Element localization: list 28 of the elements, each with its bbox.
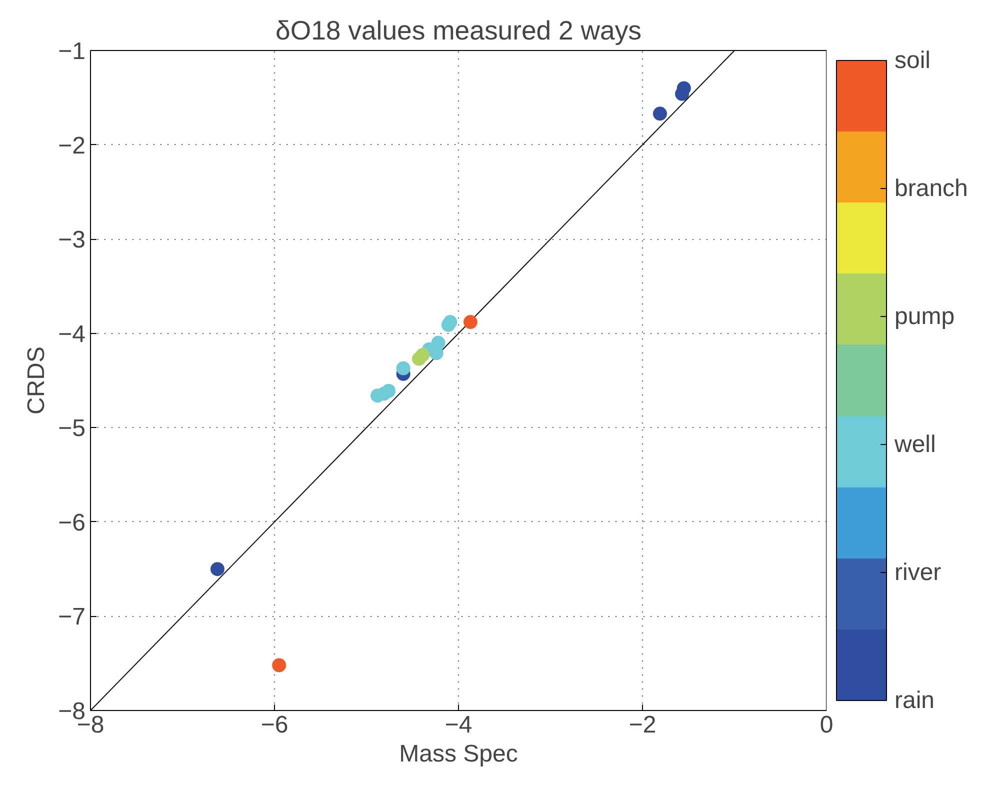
- point: [272, 658, 286, 672]
- y-tick-label: −3: [58, 226, 86, 254]
- y-tick-label: −4: [58, 320, 86, 348]
- x-tick-label: −2: [628, 712, 656, 738]
- color-bar-label: branch: [894, 175, 968, 202]
- color-bar-label: pump: [894, 303, 955, 330]
- y-axis-title: CRDS: [23, 346, 50, 414]
- y-tick-label: −7: [58, 604, 86, 631]
- chart-title: δO18 values measured 2 ways: [276, 16, 642, 46]
- y-tick-label: −2: [58, 132, 86, 160]
- x-tick-label: −6: [260, 712, 288, 738]
- y-tick-label: −1: [58, 38, 86, 65]
- point: [210, 562, 224, 576]
- color-bar-label: well: [894, 431, 936, 458]
- color-bar-label: rain: [894, 687, 935, 714]
- point: [441, 318, 456, 332]
- y-tick-label: −5: [58, 415, 86, 442]
- point: [396, 361, 410, 376]
- point: [376, 386, 391, 401]
- point: [652, 106, 667, 121]
- color-bar-label: soil: [894, 47, 931, 74]
- y-tick-label: −6: [58, 509, 86, 536]
- x-tick-label: −4: [444, 712, 472, 738]
- x-tick-label: 0: [820, 712, 834, 738]
- point: [416, 348, 430, 362]
- point: [463, 315, 478, 330]
- x-axis-title: Mass Spec: [399, 740, 518, 768]
- color-bar-label: river: [894, 559, 942, 586]
